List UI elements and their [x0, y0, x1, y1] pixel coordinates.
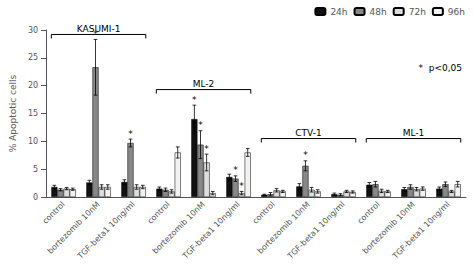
svg-text:CTV-1: CTV-1: [295, 128, 321, 138]
svg-text:TGF-beta1 10ng/ml: TGF-beta1 10ng/ml: [75, 200, 137, 262]
svg-text:*: *: [239, 181, 244, 191]
svg-text:72h: 72h: [409, 7, 426, 17]
svg-text:48h: 48h: [370, 7, 387, 17]
svg-text:control: control: [251, 200, 277, 226]
svg-text:TGF-beta1 10ng/ml: TGF-beta1 10ng/ml: [180, 200, 242, 262]
svg-text:bortezomib 10nM: bortezomib 10nM: [45, 199, 102, 256]
svg-text:24h: 24h: [330, 7, 347, 17]
svg-text:15: 15: [28, 109, 38, 118]
svg-text:20: 20: [28, 81, 38, 90]
svg-text:96h: 96h: [448, 7, 465, 17]
svg-text:TGF-beta1 10ng/ml: TGF-beta1 10ng/ml: [285, 200, 347, 262]
svg-text:25: 25: [28, 53, 38, 62]
svg-text:% Apoptotic cells: % Apoptotic cells: [8, 74, 18, 152]
svg-text:*: *: [204, 144, 209, 154]
svg-text:bortezomib 10nM: bortezomib 10nM: [150, 199, 207, 256]
svg-text:*: *: [233, 165, 238, 175]
svg-text:*: *: [198, 120, 203, 130]
svg-text:control: control: [146, 200, 172, 226]
svg-text:control: control: [356, 200, 382, 226]
svg-text:control: control: [41, 200, 67, 226]
svg-text:5: 5: [33, 165, 38, 174]
svg-text:bortezomib 10nM: bortezomib 10nM: [360, 199, 417, 256]
svg-text:10: 10: [28, 137, 38, 146]
svg-text:*: *: [303, 150, 308, 160]
svg-text:ML-1: ML-1: [403, 128, 425, 138]
svg-text:0: 0: [33, 193, 38, 202]
svg-text:KASUMI-1: KASUMI-1: [77, 24, 121, 34]
svg-text:ML-2: ML-2: [193, 79, 215, 89]
svg-text:bortezomib 10nM: bortezomib 10nM: [255, 199, 312, 256]
svg-text:*: *: [128, 129, 133, 139]
svg-text:*: *: [192, 95, 197, 105]
svg-text:* p<0,05: * p<0,05: [418, 63, 462, 73]
svg-text:TGF-beta1 10ng/ml: TGF-beta1 10ng/ml: [390, 200, 452, 262]
svg-text:30: 30: [28, 26, 38, 35]
